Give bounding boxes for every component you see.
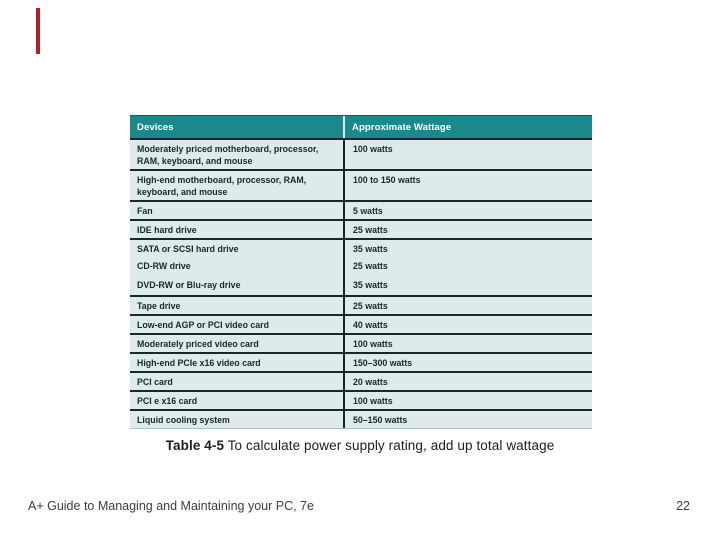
cell-wattage: 50–150 watts — [353, 415, 408, 425]
cell-wattage: 150–300 watts — [353, 358, 413, 368]
table-row: SATA or SCSI hard drive 35 watts — [130, 238, 592, 257]
table-row: Liquid cooling system 50–150 watts — [130, 409, 592, 428]
caption-text: To calculate power supply rating, add up… — [224, 438, 555, 453]
cell-device: Liquid cooling system — [130, 411, 345, 428]
cell-device: PCI card — [130, 373, 345, 390]
cell-wattage: 5 watts — [353, 206, 383, 216]
cell-device: Tape drive — [130, 297, 345, 314]
table-row: Moderately priced video card 100 watts — [130, 333, 592, 352]
table-caption: Table 4-5 To calculate power supply rati… — [0, 438, 720, 453]
cell-wattage: 100 watts — [353, 144, 393, 154]
cell-device: High-end motherboard, processor, RAM, ke… — [130, 171, 345, 200]
table-row: DVD-RW or Blu-ray drive 35 watts — [130, 276, 592, 295]
table-header-row: Devices Approximate Wattage — [130, 115, 592, 138]
cell-wattage: 35 watts — [353, 244, 388, 254]
cell-device: SATA or SCSI hard drive — [130, 240, 345, 257]
table-row: PCI e x16 card 100 watts — [130, 390, 592, 409]
cell-device: CD-RW drive — [130, 257, 345, 276]
cell-wattage: 100 watts — [353, 339, 393, 349]
caption-label: Table 4-5 — [165, 438, 225, 453]
cell-device: PCI e x16 card — [130, 392, 345, 409]
cell-device: Moderately priced motherboard, processor… — [130, 140, 345, 169]
cell-device: Moderately priced video card — [130, 335, 345, 352]
page-number: 22 — [676, 499, 690, 513]
header-cell-wattage: Approximate Wattage — [352, 122, 452, 133]
cell-wattage: 25 watts — [353, 261, 388, 271]
cell-device: DVD-RW or Blu-ray drive — [130, 276, 345, 295]
cell-wattage: 40 watts — [353, 320, 388, 330]
footer-title: A+ Guide to Managing and Maintaining you… — [28, 499, 314, 513]
cell-wattage: 100 to 150 watts — [353, 175, 421, 185]
red-cursor-mark — [36, 8, 40, 54]
cell-wattage: 35 watts — [353, 280, 388, 290]
cell-device: Fan — [130, 202, 345, 219]
table-row: Low-end AGP or PCI video card 40 watts — [130, 314, 592, 333]
wattage-table: Devices Approximate Wattage Moderately p… — [130, 115, 592, 429]
table-row: Fan 5 watts — [130, 200, 592, 219]
table-row: High-end PCIe x16 video card 150–300 wat… — [130, 352, 592, 371]
table-row: PCI card 20 watts — [130, 371, 592, 390]
table-body: Moderately priced motherboard, processor… — [130, 138, 592, 429]
cell-wattage: 20 watts — [353, 377, 388, 387]
cell-wattage: 25 watts — [353, 225, 388, 235]
table-row: CD-RW drive 25 watts — [130, 257, 592, 276]
table-row: Moderately priced motherboard, processor… — [130, 138, 592, 169]
cell-wattage: 25 watts — [353, 301, 388, 311]
cell-device: High-end PCIe x16 video card — [130, 354, 345, 371]
header-cell-devices: Devices — [130, 116, 345, 138]
table-row: IDE hard drive 25 watts — [130, 219, 592, 238]
cell-wattage: 100 watts — [353, 396, 393, 406]
table-row: Tape drive 25 watts — [130, 295, 592, 314]
cell-device: IDE hard drive — [130, 221, 345, 238]
cell-device: Low-end AGP or PCI video card — [130, 316, 345, 333]
table-row: High-end motherboard, processor, RAM, ke… — [130, 169, 592, 200]
